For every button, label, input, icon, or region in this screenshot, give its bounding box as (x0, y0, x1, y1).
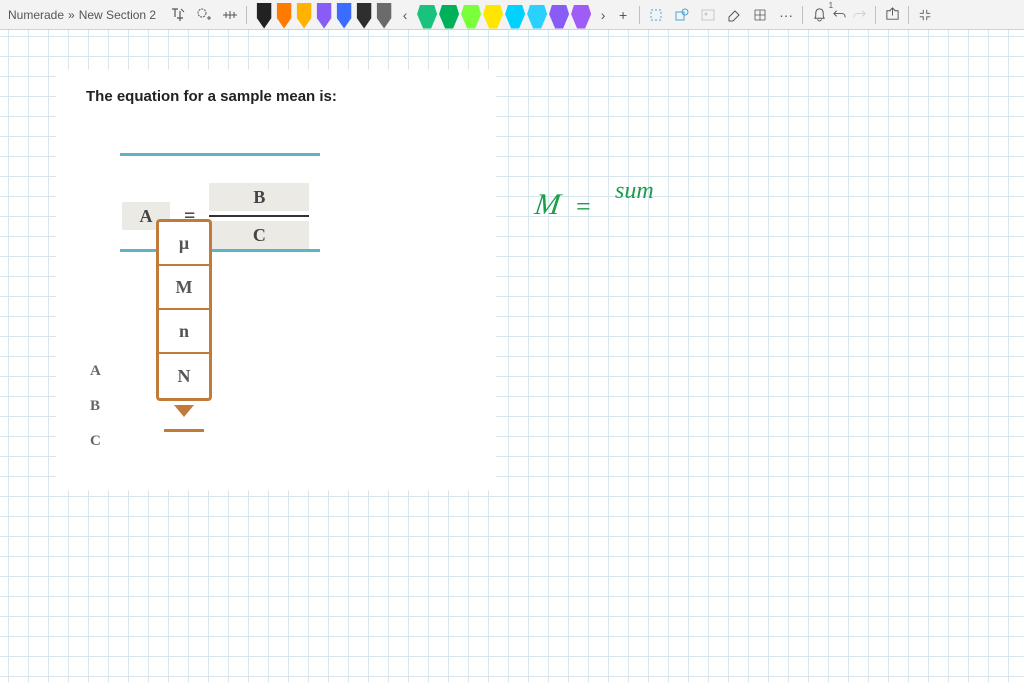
toolbar: Numerade » New Section 2 ‹ › + (0, 0, 1024, 30)
pen-orange[interactable] (275, 3, 293, 29)
ruler-icon[interactable] (220, 5, 240, 25)
add-shape-icon[interactable] (194, 5, 214, 25)
highlighter-violet[interactable] (549, 5, 569, 29)
share-icon[interactable] (882, 5, 902, 25)
option-N[interactable]: N (159, 354, 209, 398)
eraser-icon[interactable] (724, 5, 744, 25)
option-mu[interactable]: μ (159, 222, 209, 266)
canvas[interactable]: The equation for a sample mean is: A = B… (0, 30, 1024, 682)
question-text: The equation for a sample mean is: (56, 70, 496, 113)
chevron-left-icon[interactable]: ‹ (395, 5, 415, 25)
toolbar-separator (246, 6, 247, 24)
lasso-icon[interactable] (646, 5, 666, 25)
answer-labels: A B C (90, 363, 101, 468)
collapse-icon[interactable] (915, 5, 935, 25)
handwriting-equals: = (576, 192, 591, 222)
pen-darkgray[interactable] (355, 3, 373, 29)
pen-black[interactable] (255, 3, 273, 29)
bell-icon[interactable]: 1 (809, 5, 829, 25)
pens-row (255, 1, 393, 29)
image-icon[interactable] (698, 5, 718, 25)
dropdown-underline (164, 429, 204, 432)
handwriting-sum: sum (615, 178, 654, 205)
pen-purple[interactable] (315, 3, 333, 29)
add-pen-icon[interactable]: + (613, 5, 633, 25)
breadcrumb[interactable]: Numerade » New Section 2 (8, 8, 156, 22)
question-card: The equation for a sample mean is: A = B… (56, 70, 496, 490)
option-M[interactable]: M (159, 266, 209, 310)
shapes-icon[interactable] (672, 5, 692, 25)
highlighters-row (417, 1, 591, 29)
highlighter-cyan[interactable] (505, 5, 525, 29)
slot-b[interactable]: B (209, 183, 309, 211)
toolbar-separator (639, 6, 640, 24)
chevron-right-icon[interactable]: › (593, 5, 613, 25)
label-a: A (90, 363, 101, 380)
highlighter-green[interactable] (417, 5, 437, 29)
text-tool-icon[interactable] (168, 5, 188, 25)
slot-c[interactable]: C (209, 221, 309, 249)
grid-options-icon[interactable] (750, 5, 770, 25)
fraction-bar (209, 215, 309, 217)
label-b: B (90, 398, 101, 415)
breadcrumb-section[interactable]: New Section 2 (79, 8, 156, 22)
options-dropdown[interactable]: μ M n N (156, 219, 212, 401)
notification-badge: 1 (829, 1, 833, 10)
highlighter-lime[interactable] (461, 5, 481, 29)
highlighter-yellow[interactable] (483, 5, 503, 29)
highlighter-purple[interactable] (571, 5, 591, 29)
highlighter-green-2[interactable] (439, 5, 459, 29)
toolbar-separator (908, 6, 909, 24)
pen-yellow[interactable] (295, 3, 313, 29)
option-n[interactable]: n (159, 310, 209, 354)
toolbar-separator (875, 6, 876, 24)
dropdown-arrow-icon (174, 405, 194, 417)
breadcrumb-sep: » (68, 8, 75, 22)
pen-blue[interactable] (335, 3, 353, 29)
more-icon[interactable]: ··· (776, 5, 796, 25)
label-c: C (90, 433, 101, 450)
toolbar-separator (802, 6, 803, 24)
pen-gray[interactable] (375, 3, 393, 29)
breadcrumb-root[interactable]: Numerade (8, 8, 64, 22)
redo-icon[interactable] (849, 5, 869, 25)
decorative-line (120, 249, 320, 252)
handwriting-M: M (533, 188, 563, 222)
decorative-line (120, 153, 320, 156)
highlighter-lightblue[interactable] (527, 5, 547, 29)
fraction: B C (209, 183, 309, 249)
